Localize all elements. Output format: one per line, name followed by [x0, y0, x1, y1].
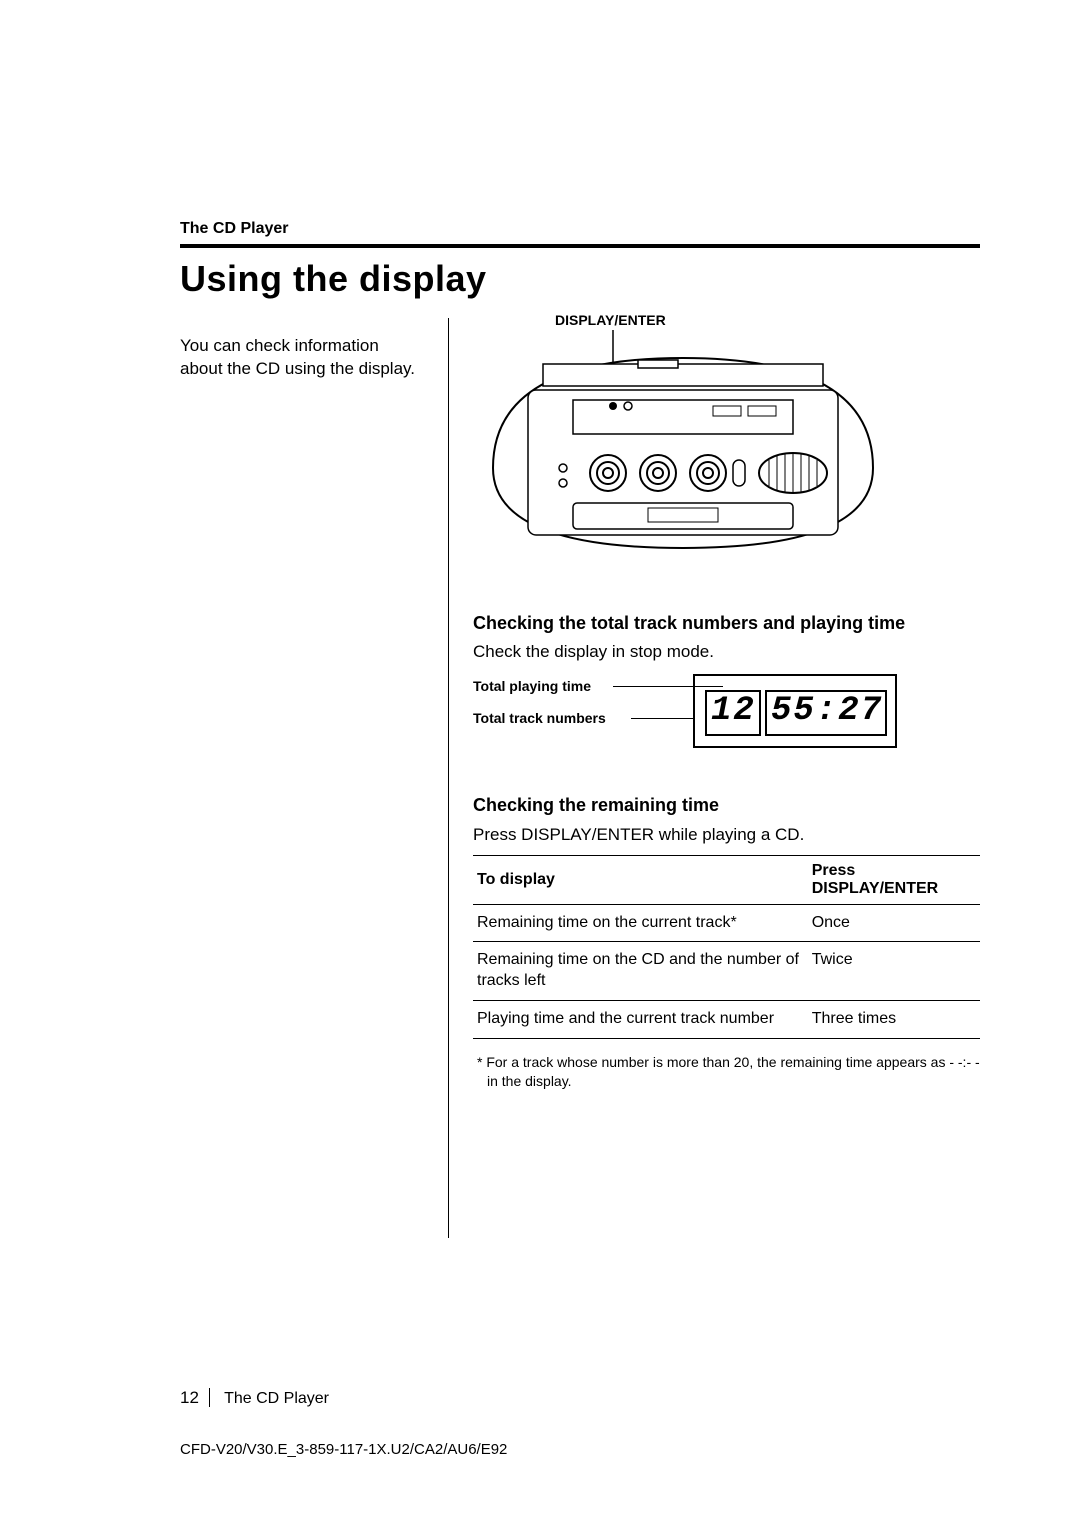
heading-remaining: Checking the remaining time [473, 794, 980, 817]
lcd-box: 12 55:27 [693, 674, 897, 748]
table-cell: Remaining time on the current track* [473, 904, 808, 942]
body-remaining: Press DISPLAY/ENTER while playing a CD. [473, 824, 980, 847]
lcd-time-value: 55:27 [771, 692, 883, 730]
intro-text: You can check information about the CD u… [180, 335, 420, 381]
table-header-row: To display Press DISPLAY/ENTER [473, 855, 980, 904]
columns: You can check information about the CD u… [180, 318, 980, 1238]
table-header: Press DISPLAY/ENTER [808, 855, 980, 904]
lcd-tracks-value: 12 [711, 692, 756, 730]
footer-section: The CD Player [224, 1390, 329, 1407]
table-row: Playing time and the current track numbe… [473, 1001, 980, 1039]
footnote: * For a track whose number is more than … [473, 1053, 980, 1091]
leader-line-icon [631, 718, 693, 719]
table-row: Remaining time on the CD and the number … [473, 942, 980, 1001]
table-header: To display [473, 855, 808, 904]
table-row: Remaining time on the current track* Onc… [473, 904, 980, 942]
table-cell: Remaining time on the CD and the number … [473, 942, 808, 1001]
page: The CD Player Using the display You can … [0, 0, 1080, 1528]
boombox-icon [473, 318, 893, 578]
body-total: Check the display in stop mode. [473, 641, 980, 664]
document-id: CFD-V20/V30.E_3-859-117-1X.U2/CA2/AU6/E9… [180, 1441, 507, 1458]
table-cell: Three times [808, 1001, 980, 1039]
page-number: 12 [180, 1388, 210, 1407]
lcd-illustration: Total playing time Total track numbers 1… [473, 674, 980, 754]
heading-total: Checking the total track numbers and pla… [473, 612, 980, 635]
section-rule [180, 244, 980, 248]
page-title: Using the display [180, 258, 980, 300]
page-footer: 12 The CD Player [180, 1388, 329, 1408]
left-column: You can check information about the CD u… [180, 318, 420, 1238]
display-table: To display Press DISPLAY/ENTER Remaining… [473, 855, 980, 1039]
table-cell: Playing time and the current track numbe… [473, 1001, 808, 1039]
right-column: DISPLAY/ENTER [448, 318, 980, 1238]
table-cell: Once [808, 904, 980, 942]
label-total-time: Total playing time [473, 678, 591, 694]
section-label: The CD Player [180, 220, 980, 238]
display-enter-callout: DISPLAY/ENTER [555, 312, 666, 328]
label-total-tracks: Total track numbers [473, 710, 606, 726]
device-illustration: DISPLAY/ENTER [473, 318, 893, 588]
table-cell: Twice [808, 942, 980, 1001]
